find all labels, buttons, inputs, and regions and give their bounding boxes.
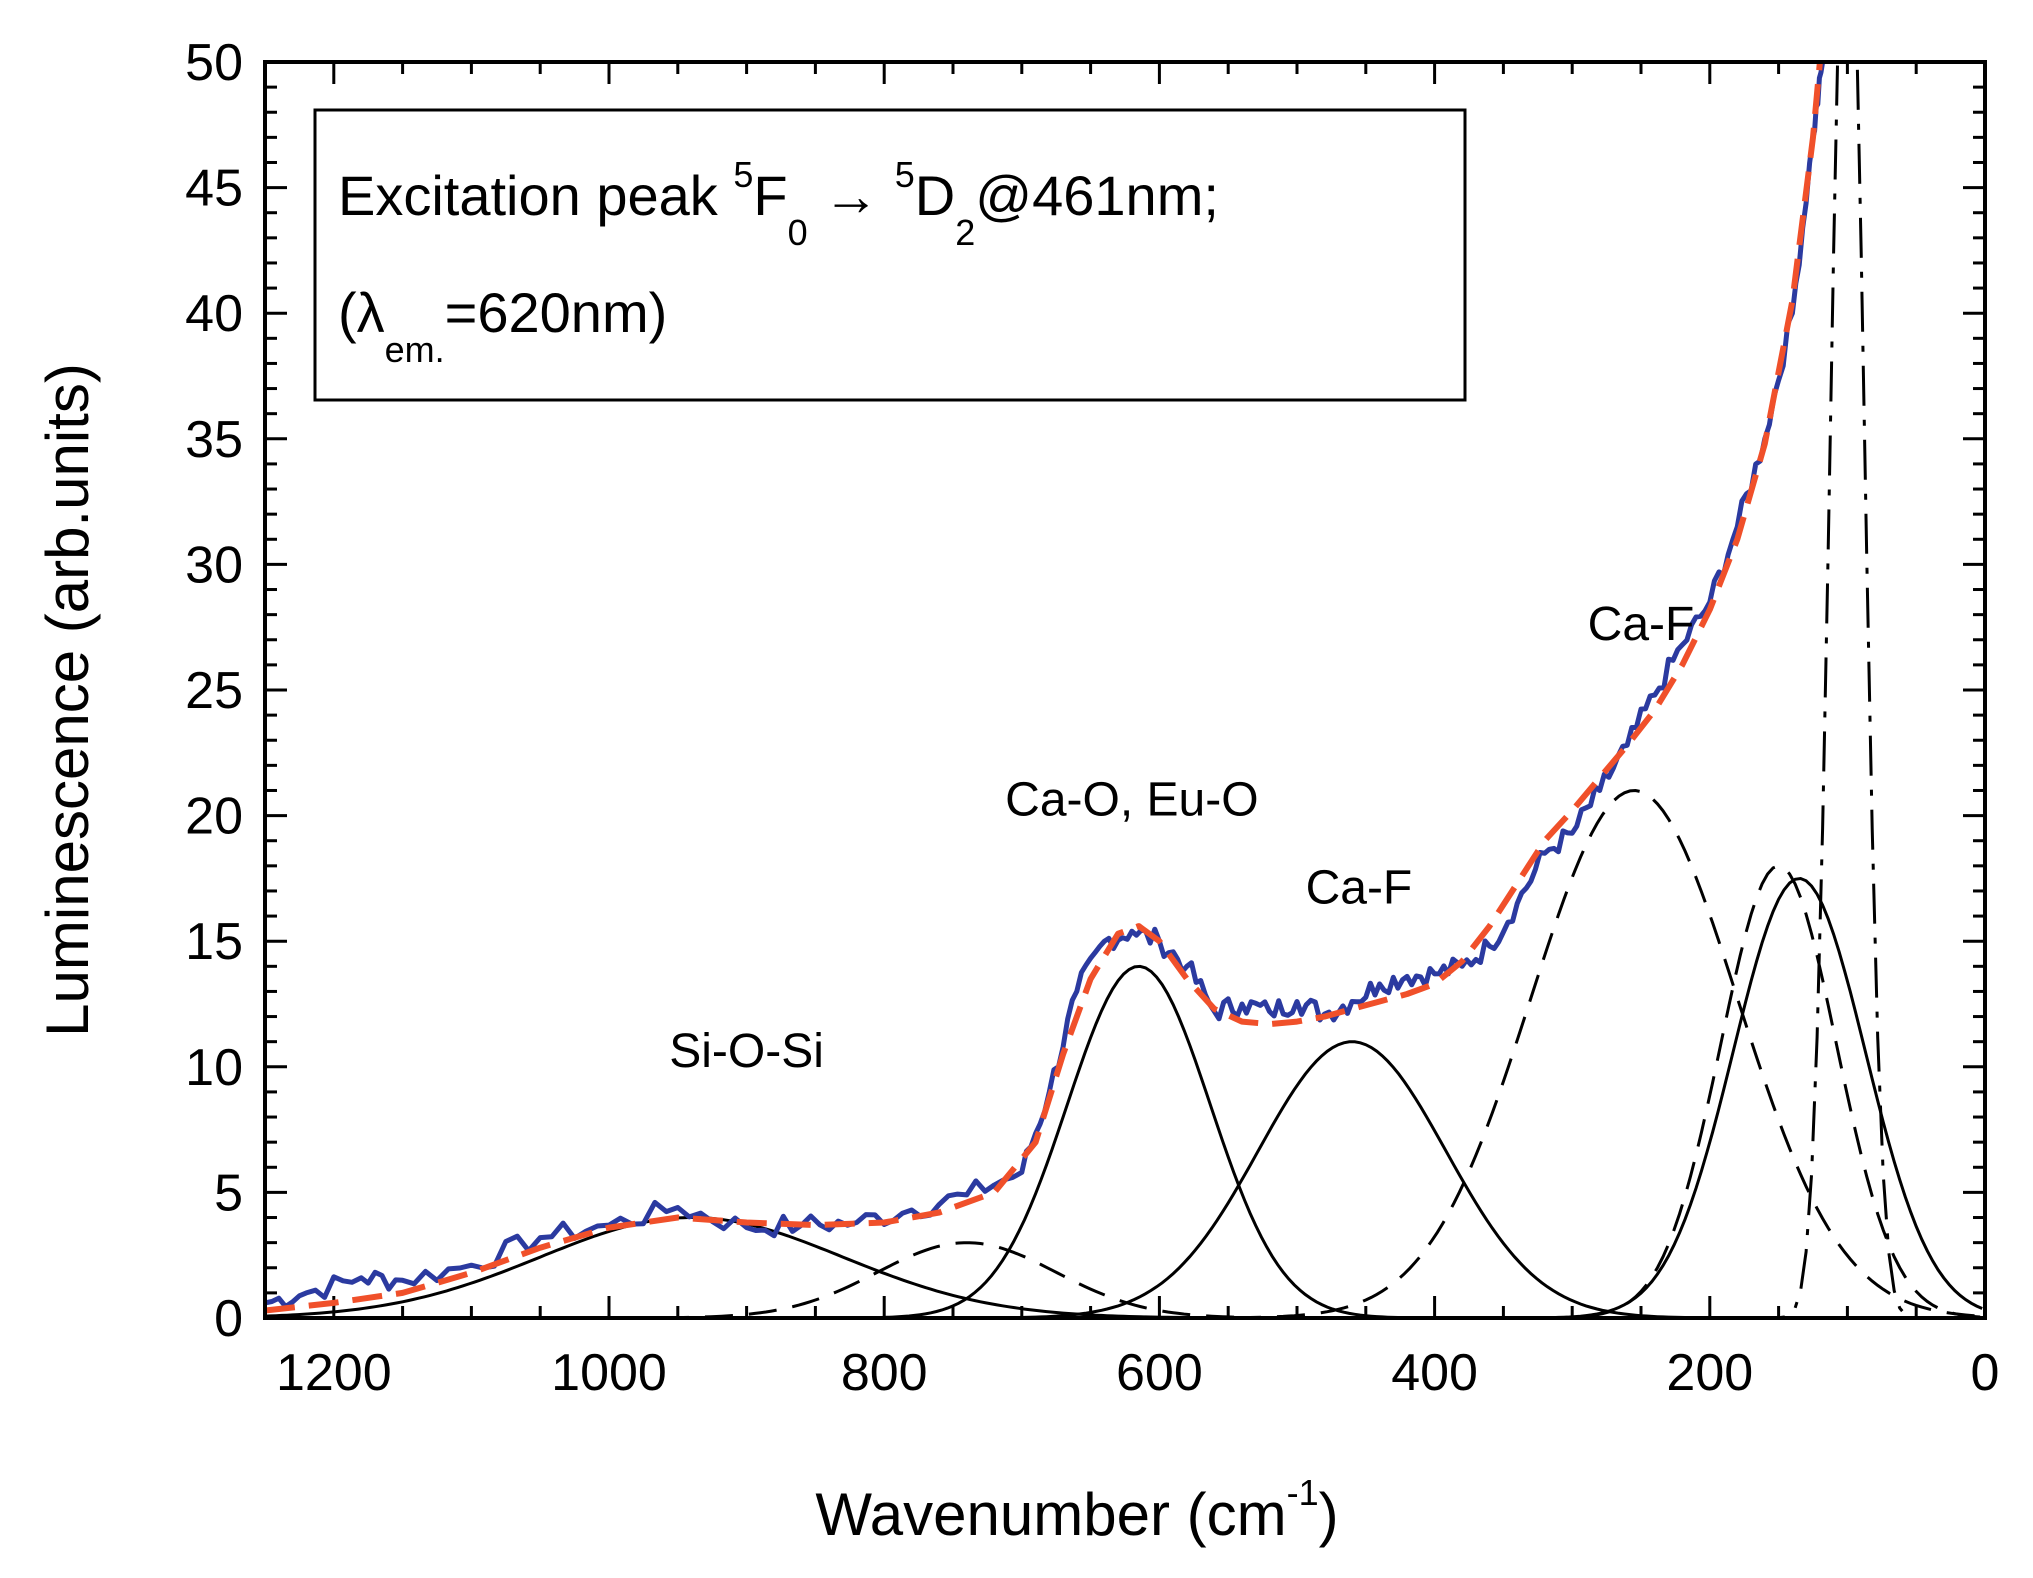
x-tick-label: 400 xyxy=(1391,1344,1478,1402)
gaussian-component-line xyxy=(265,788,1983,1318)
peak-annotation: Ca-O, Eu-O xyxy=(1005,774,1258,827)
x-tick-label: 1200 xyxy=(276,1344,392,1402)
x-tick-labels: 1200 1000 800 600 400 200 0 xyxy=(276,1344,2000,1402)
x-tick-label: 800 xyxy=(841,1344,928,1402)
y-tick-label: 40 xyxy=(185,285,243,343)
y-axis-title: Luminescence (arb.units) xyxy=(34,363,101,1037)
peak-annotation: Ca-F xyxy=(1306,862,1413,915)
x-tick-label: 0 xyxy=(1971,1344,2000,1402)
legend-frame xyxy=(313,108,1467,402)
y-tick-label: 25 xyxy=(185,662,243,720)
y-tick-label: 5 xyxy=(214,1164,243,1222)
peak-annotation: Ca-F xyxy=(1588,598,1695,651)
x-tick-label: 600 xyxy=(1116,1344,1203,1402)
gaussian-component-line xyxy=(265,876,1983,1318)
y-tick-labels: 0 5 10 15 20 25 30 35 40 45 50 xyxy=(185,34,243,1348)
y-tick-label: 20 xyxy=(185,788,243,846)
peak-annotation: Si-O-Si xyxy=(669,1025,824,1078)
y-tick-label: 50 xyxy=(185,34,243,92)
y-tick-label: 0 xyxy=(214,1290,243,1348)
data-series xyxy=(265,62,1826,1314)
x-tick-label: 200 xyxy=(1666,1344,1753,1402)
y-tick-label: 35 xyxy=(185,411,243,469)
plot-frame xyxy=(263,60,1987,1320)
legend-line-2: (λem.=620nm) xyxy=(338,281,667,370)
legend-line-1: Excitation peak 5F0 → 5D2@461nm; xyxy=(338,154,1219,253)
gaussian-component-line xyxy=(265,964,1983,1318)
y-tick-label: 10 xyxy=(185,1039,243,1097)
y-tick-label: 30 xyxy=(185,536,243,594)
legend-box: Excitation peak 5F0 → 5D2@461nm; (λem.=6… xyxy=(313,108,1467,402)
x-tick-label: 1000 xyxy=(551,1344,667,1402)
peak-annotations: Si-O-Si Ca-O, Eu-O Ca-F Ca-F xyxy=(669,598,1694,1078)
series-fit-line xyxy=(265,62,1823,1314)
series-measured-line xyxy=(265,62,1826,1310)
y-tick-label: 15 xyxy=(185,913,243,971)
y-tick-label: 45 xyxy=(185,160,243,218)
gaussian-component-line xyxy=(265,1241,1983,1318)
x-axis-title: Wavenumber (cm-1) xyxy=(815,1472,1338,1548)
